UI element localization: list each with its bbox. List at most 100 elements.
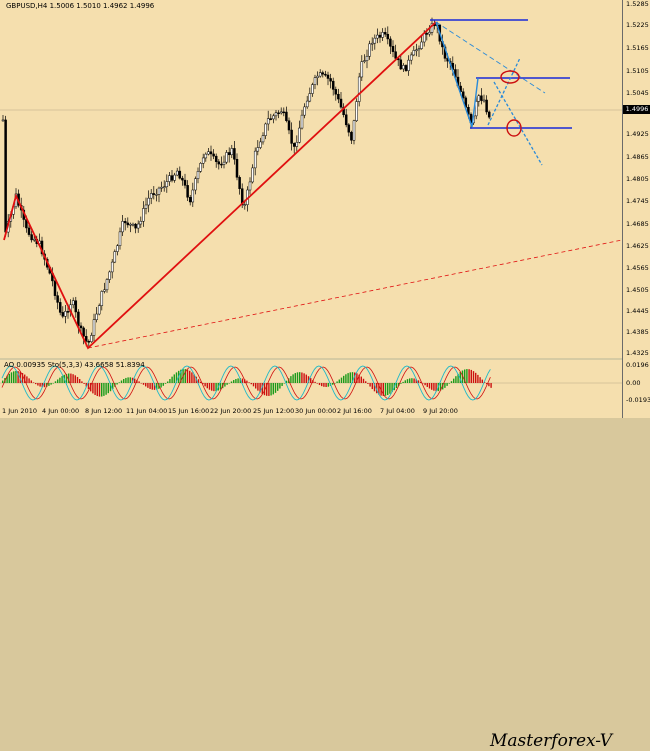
symbol-info: GBPUSD,H4 1.5006 1.5010 1.4962 1.4996 xyxy=(6,2,155,10)
ao-bar xyxy=(193,374,195,383)
candle-body xyxy=(360,61,364,78)
candle-body xyxy=(61,312,65,317)
ao-bar xyxy=(142,383,145,385)
ao-bar xyxy=(281,383,283,386)
ao-bar xyxy=(103,383,105,396)
candle-body xyxy=(53,280,57,296)
time-axis[interactable]: 1 Jun 2010 4 Jun 00:00 8 Jun 12:00 11 Ju… xyxy=(0,406,622,418)
ao-bar xyxy=(208,383,211,390)
candle-body xyxy=(487,111,491,118)
ao-bar xyxy=(303,373,305,383)
ao-bar xyxy=(307,376,310,383)
candle-body xyxy=(290,129,293,144)
candle-body xyxy=(139,220,143,225)
ao-bar xyxy=(301,372,303,383)
ao-bar xyxy=(167,381,169,383)
candle-body xyxy=(79,325,83,329)
ao-bar xyxy=(52,383,54,384)
ao-bar xyxy=(109,383,112,392)
ao-bar xyxy=(450,381,453,383)
time-tick: 7 Jul 04:00 xyxy=(380,407,415,415)
ao-bar xyxy=(349,372,351,383)
ao-bar xyxy=(211,383,213,391)
ao-bar xyxy=(107,383,109,394)
ao-bar xyxy=(235,379,237,383)
ao-bar xyxy=(290,376,292,383)
price-tick: 1.4325 xyxy=(626,349,649,357)
candle-body xyxy=(261,135,265,143)
candle-body xyxy=(313,77,317,85)
ao-bar xyxy=(259,383,261,393)
ao-bar xyxy=(391,383,393,393)
oscillator-pane[interactable]: AO 0.00935 Sto(5,3,3) 43.6658 51.8394 Ma… xyxy=(0,360,622,751)
ao-bar xyxy=(299,372,301,383)
candle-body xyxy=(82,327,85,337)
ao-bar xyxy=(270,383,272,396)
candle-body xyxy=(381,32,384,38)
price-tick: 1.4745 xyxy=(626,197,649,205)
candle-body xyxy=(168,175,171,182)
candle-body xyxy=(188,197,192,203)
ao-bar xyxy=(477,374,479,383)
candle-body xyxy=(227,152,231,156)
ao-bar xyxy=(112,383,114,390)
ao-bar xyxy=(149,383,151,389)
ao-bar xyxy=(169,379,171,383)
ao-bar xyxy=(28,378,30,383)
candlestick-chart[interactable] xyxy=(0,0,622,358)
ao-bar xyxy=(41,383,43,388)
ao-bar xyxy=(8,373,10,383)
candle-body xyxy=(113,251,117,263)
candle-body xyxy=(417,48,421,51)
candle-body xyxy=(152,193,156,195)
candle-body xyxy=(344,114,348,126)
candle-body xyxy=(191,189,195,203)
candle-body xyxy=(428,32,431,35)
candle-body xyxy=(324,73,327,76)
watermark-logo: Masterforex-V xyxy=(490,731,613,751)
candle-body xyxy=(175,170,179,176)
ao-bar xyxy=(156,383,158,390)
ao-bar xyxy=(226,383,228,385)
ao-bar xyxy=(68,373,70,383)
candle-body xyxy=(209,151,213,155)
candle-body xyxy=(394,51,397,59)
ao-bar xyxy=(283,383,285,384)
price-axis[interactable]: 1.5285 1.5225 1.5165 1.5105 1.5045 1.499… xyxy=(622,0,650,418)
ao-bar xyxy=(147,383,149,388)
dashed-down-projection xyxy=(493,81,543,166)
candle-body xyxy=(58,302,62,313)
candle-body xyxy=(326,74,330,79)
candle-body xyxy=(95,313,98,320)
candle-body xyxy=(207,151,210,155)
zigzag-line xyxy=(3,21,437,350)
candle-body xyxy=(308,93,312,102)
candle-body xyxy=(27,227,31,235)
ao-bar xyxy=(415,379,417,383)
candle-body xyxy=(204,153,208,159)
ao-bar xyxy=(230,381,233,383)
candle-body xyxy=(399,59,403,70)
ao-bar xyxy=(439,383,442,391)
candle-body xyxy=(279,111,283,114)
candle-body xyxy=(352,120,356,141)
candle-body xyxy=(329,78,332,82)
ao-bar xyxy=(378,383,380,395)
ao-bar xyxy=(424,383,426,386)
upper-target-circle xyxy=(500,70,520,84)
ao-bar xyxy=(54,381,57,383)
price-chart-pane[interactable]: GBPUSD,H4 1.5006 1.5010 1.4962 1.4996 xyxy=(0,0,622,358)
ao-bar xyxy=(263,383,266,396)
candle-body xyxy=(149,193,153,199)
candle-body xyxy=(461,91,465,99)
ao-bar xyxy=(406,379,409,383)
ao-bar xyxy=(164,383,167,384)
ao-bar xyxy=(186,369,189,383)
dashed-channel-line xyxy=(435,21,546,94)
ao-bar xyxy=(213,383,215,392)
ao-bar xyxy=(371,383,373,390)
candle-body xyxy=(157,187,161,195)
candle-body xyxy=(373,37,377,44)
candle-body xyxy=(30,234,33,241)
